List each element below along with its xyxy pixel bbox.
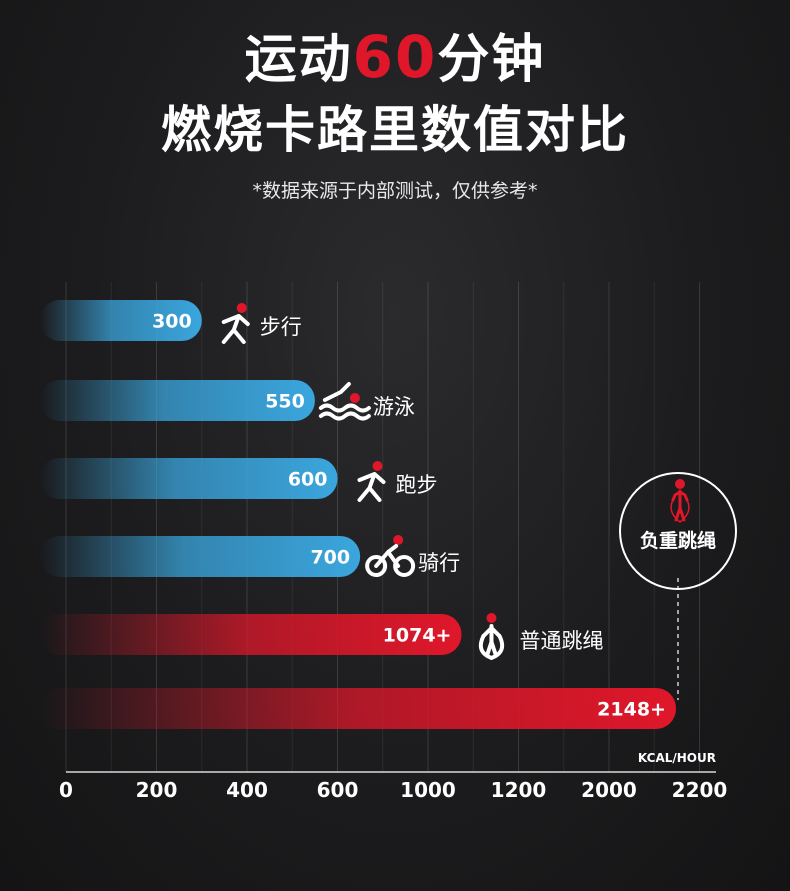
bars: 300 步行 550 游泳 600 跑步 700 骑行 1074+ 普通跳绳 2148+ xyxy=(40,300,676,729)
data-source-note: *数据来源于内部测试，仅供参考* xyxy=(252,180,538,202)
x-tick-label: 1200 xyxy=(491,778,547,802)
runner-icon xyxy=(357,461,386,502)
bar-value-label: 600 xyxy=(288,469,328,491)
title-suffix: 分钟 xyxy=(437,30,546,90)
x-tick-label: 1000 xyxy=(400,778,456,802)
category-label: 骑行 xyxy=(418,551,460,575)
bar-value-label: 550 xyxy=(265,391,305,413)
page-subtitle: 燃烧卡路里数值对比 xyxy=(161,101,629,159)
x-tick-label: 2000 xyxy=(581,778,637,802)
bar-group: 1074+ 普通跳绳 xyxy=(40,613,603,660)
x-axis-unit-label: KCAL/HOUR xyxy=(638,751,716,765)
bar-group: 300 步行 xyxy=(40,300,302,344)
category-label: 游泳 xyxy=(373,395,415,419)
bar xyxy=(40,614,462,655)
category-label: 跑步 xyxy=(396,473,438,497)
bar-value-label: 700 xyxy=(310,547,350,569)
category-label: 步行 xyxy=(260,315,302,339)
bar-group: 700 骑行 xyxy=(40,535,460,577)
title-prefix: 运动 xyxy=(244,30,353,90)
bar-value-label: 300 xyxy=(152,311,192,333)
bar xyxy=(40,536,361,577)
jump-rope-person-icon xyxy=(670,479,690,523)
bar-value-label: 2148+ xyxy=(597,699,666,721)
x-tick-label: 200 xyxy=(136,778,178,802)
bar-group: 2148+ xyxy=(40,688,676,729)
bar xyxy=(40,300,202,341)
x-tick-label: 600 xyxy=(317,778,359,802)
x-axis: KCAL/HOUR 0 200 400 600 1000 1200 2000 2200 xyxy=(59,751,727,802)
page-title: 运动60分钟 xyxy=(0,22,790,95)
x-tick-label: 2200 xyxy=(672,778,728,802)
weighted-jump-rope-callout: 负重跳绳 xyxy=(619,472,737,590)
bar xyxy=(40,688,676,729)
bar xyxy=(40,458,338,499)
jump-rope-person-icon xyxy=(478,613,505,660)
category-label: 普通跳绳 xyxy=(519,629,603,653)
walking-person-icon xyxy=(221,303,250,344)
bar-value-label: 1074+ xyxy=(383,625,452,647)
bar xyxy=(40,380,315,421)
bar-group: 550 游泳 xyxy=(40,380,415,421)
cyclist-icon xyxy=(365,535,416,577)
x-tick-label: 400 xyxy=(226,778,268,802)
title-highlight-number: 60 xyxy=(352,23,438,91)
bar-group: 600 跑步 xyxy=(40,458,438,502)
callout-label: 负重跳绳 xyxy=(639,530,716,552)
x-tick-label: 0 xyxy=(59,778,73,802)
swimmer-icon xyxy=(318,382,371,421)
